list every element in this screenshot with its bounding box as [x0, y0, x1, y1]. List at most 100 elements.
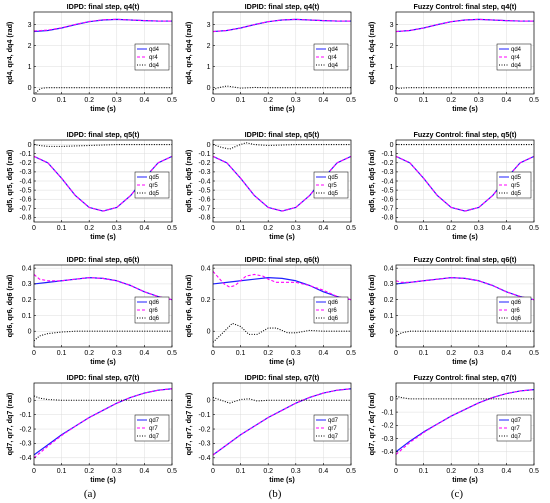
chart-3-title: IDPD: final step, q5(t) — [67, 130, 140, 139]
chart-8-legend-box — [496, 296, 532, 324]
chart-6-series-group — [34, 274, 172, 342]
chart-5-ytick-label-2: -0.6 — [381, 197, 393, 204]
chart-0-ytick-label-0: 0 — [28, 85, 32, 92]
chart-9-ytick-label-0: -0.4 — [19, 455, 31, 462]
chart-0: 0 0.1 0.2 0.3 0.4 0.5 0 1 2 3 IDPD: final step, q4… — [5, 2, 177, 113]
chart-3-ytick-label-6: -0.2 — [19, 160, 31, 167]
chart-5-xtick-label-2: 0.2 — [446, 225, 456, 232]
chart-7-xtick-label-4: 0.4 — [319, 350, 329, 357]
chart-1-ytick-label-2: 2 — [207, 43, 211, 50]
chart-3-ylabel: qd5, qr5, dq5 (rad) — [5, 149, 14, 212]
chart-9-xtick-label-4: 0.4 — [140, 468, 150, 475]
chart-8-ytick-label-2: 0.2 — [384, 297, 394, 304]
chart-2-xtick-label-4: 0.4 — [502, 97, 512, 104]
chart-0-line-dq4 — [34, 87, 172, 94]
chart-6-ylabel: qd6, qr6, dq6 (rad) — [5, 274, 14, 337]
chart-9-ylabel: qd7, qr7, dq7 (rad) — [5, 392, 14, 455]
chart-10-ytick-label-2: -0.2 — [198, 426, 210, 433]
chart-8-ytick-label-4: 0.4 — [384, 265, 394, 272]
chart-6-xlabel: time (s) — [90, 357, 116, 366]
chart-7-legend-label-qd6: qd6 — [328, 300, 339, 306]
chart-0-line-qr4 — [34, 18, 172, 32]
chart-4-xtick-label-4: 0.4 — [319, 225, 329, 232]
chart-8-xtick-label-1: 0.1 — [419, 350, 429, 357]
chart-9-ytick-label-2: -0.2 — [19, 426, 31, 433]
chart-6-xtick-label-0: 0 — [32, 350, 36, 357]
chart-9-xtick-label-0: 0 — [32, 468, 36, 475]
chart-4-ylabel: qd5, qr5, dq5 (rad) — [184, 149, 193, 212]
chart-6-legend-label-qd6: qd6 — [149, 300, 160, 306]
chart-7-axes-box — [212, 264, 352, 348]
chart-11-xtick-label-5: 0.5 — [529, 468, 539, 475]
chart-7-xtick-label-3: 0.3 — [291, 350, 301, 357]
chart-1-ytick-label-1: 1 — [207, 64, 211, 71]
chart-0-xtick-label-4: 0.4 — [140, 97, 150, 104]
chart-0-axes-box — [33, 11, 173, 95]
chart-0-ytick-label-3: 3 — [28, 22, 32, 29]
panels: 0 0.1 0.2 0.3 0.4 0.5 0 1 2 3 IDPD: final step, q4… — [5, 2, 539, 484]
chart-6-line-dq6 — [34, 330, 172, 342]
chart-8-xtick-label-3: 0.3 — [474, 350, 484, 357]
chart-4-ytick-label-2: -0.6 — [198, 197, 210, 204]
chart-10-ytick-label-4: 0 — [207, 398, 211, 405]
chart-7-xtick-label-1: 0.1 — [236, 350, 246, 357]
chart-6-legend-box — [134, 296, 170, 324]
chart-4-legend: qd5 qr5 dq5 — [313, 171, 349, 199]
chart-7-ytick-label-1: 0.2 — [201, 297, 211, 304]
chart-6-ytick-label-4: 0.4 — [22, 265, 32, 272]
chart-2-line-qr4 — [396, 18, 534, 33]
chart-1-line-dq4 — [213, 85, 351, 91]
chart-11-title: Fuzzy Control: final step, q7(t) — [413, 373, 517, 382]
chart-11: 0 0.1 0.2 0.3 0.4 0.5 -0.4 -0.3 -0.2 -0.1 0 Fuzzy C… — [367, 373, 539, 484]
chart-5-ytick-label-8: 0 — [390, 142, 394, 149]
chart-5-xtick-label-1: 0.1 — [419, 225, 429, 232]
chart-8-line-qd6 — [396, 277, 534, 301]
chart-5-legend: qd5 qr5 dq5 — [496, 171, 532, 199]
chart-3-legend: qd5 qr5 dq5 — [134, 171, 170, 199]
chart-11-xtick-label-0: 0 — [394, 468, 398, 475]
chart-7-legend-label-qr6: qr6 — [328, 308, 337, 314]
chart-10-legend: qd7 qr7 dq7 — [313, 414, 349, 442]
caption-b: (b) — [269, 488, 282, 500]
chart-7-xtick-label-5: 0.5 — [346, 350, 356, 357]
chart-4-ytick-label-4: -0.4 — [198, 178, 210, 185]
chart-4-xtick-label-1: 0.1 — [236, 225, 246, 232]
chart-4: 0 0.1 0.2 0.3 0.4 0.5 -0.8 -0.7 -0.6 -0.5 -0.4 -0.3… — [184, 130, 356, 241]
chart-1-series-group — [213, 18, 351, 91]
chart-11-legend-label-qd7: qd7 — [511, 418, 522, 424]
chart-5-legend-label-qd5: qd5 — [511, 175, 522, 181]
chart-8-ytick-label-0: 0 — [390, 329, 394, 336]
chart-6-ytick-label-2: 0.2 — [22, 297, 32, 304]
chart-0-series-group — [34, 18, 172, 94]
chart-10-line-qr7 — [213, 388, 351, 456]
chart-2-ytick-label-3: 3 — [390, 22, 394, 29]
chart-9-xlabel: time (s) — [90, 475, 116, 484]
chart-0-legend-label-dq4: dq4 — [149, 63, 160, 69]
chart-7: 0 0.1 0.2 0.3 0.4 0.5 0 0.2 0.4 IDPID: final step… — [184, 255, 356, 366]
chart-9-title: IDPD: final step, q7(t) — [67, 373, 140, 382]
chart-11-ytick-label-4: 0 — [390, 396, 394, 403]
chart-1-xtick-label-2: 0.2 — [263, 97, 273, 104]
chart-3-legend-label-qd5: qd5 — [149, 175, 160, 181]
chart-8-xtick-label-2: 0.2 — [446, 350, 456, 357]
chart-2-legend-box — [496, 43, 532, 71]
chart-3-xtick-label-5: 0.5 — [167, 225, 177, 232]
chart-2-title: Fuzzy Control: final step, q4(t) — [413, 2, 517, 11]
chart-5-ytick-label-0: -0.8 — [381, 215, 393, 222]
chart-3-ytick-label-1: -0.7 — [19, 206, 31, 213]
chart-2-xtick-label-0: 0 — [394, 97, 398, 104]
chart-9-ytick-label-3: -0.1 — [19, 412, 31, 419]
chart-9-axes-box — [33, 382, 173, 466]
chart-2-ytick-label-2: 2 — [390, 43, 394, 50]
chart-7-title: IDPID: final step, q6(t) — [245, 255, 320, 264]
chart-0-legend: qd4 qr4 dq4 — [134, 43, 170, 71]
chart-6: 0 0.1 0.2 0.3 0.4 0.5 0 0.1 0.2 0.3 0.4 IDPD: final… — [5, 255, 177, 366]
chart-7-xtick-label-2: 0.2 — [263, 350, 273, 357]
chart-5-ytick-label-7: -0.1 — [381, 151, 393, 158]
chart-0-ylabel: qd4, qr4, dq4 (rad) — [5, 21, 14, 84]
chart-10-legend-box — [313, 414, 349, 442]
chart-9-line-qd7 — [34, 388, 172, 456]
chart-4-legend-label-qd5: qd5 — [328, 175, 339, 181]
chart-11-xtick-label-3: 0.3 — [474, 468, 484, 475]
chart-3-xtick-label-3: 0.3 — [112, 225, 122, 232]
